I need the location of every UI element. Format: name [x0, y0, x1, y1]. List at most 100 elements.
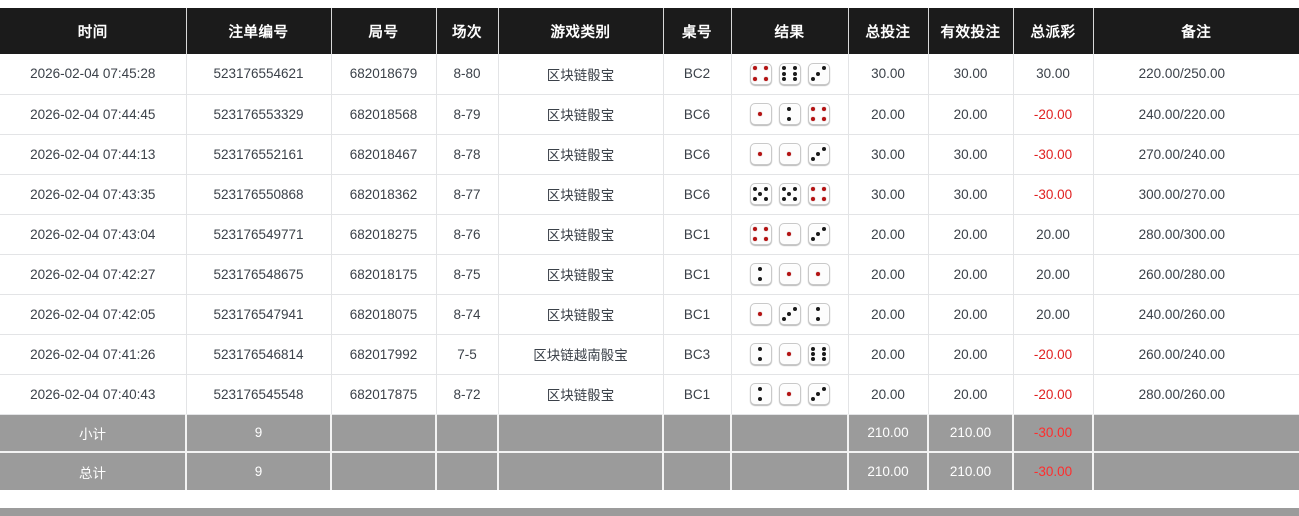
- dice-group: [740, 183, 840, 205]
- cell-total-stake[interactable]: 20.00: [848, 374, 929, 415]
- table-row[interactable]: 2026-02-04 07:40:43 523176545548 682017875…: [0, 374, 1299, 415]
- cell-total-stake[interactable]: 20.00: [848, 94, 929, 135]
- cell-session: 8-74: [436, 294, 499, 335]
- table-row[interactable]: 2026-02-04 07:45:28 523176554621 682018679…: [0, 54, 1299, 95]
- column-header-tableno[interactable]: 桌号: [663, 8, 732, 54]
- die-pip: [758, 266, 763, 271]
- die-pip: [811, 106, 816, 111]
- die-pip: [816, 231, 821, 236]
- die-pip: [758, 311, 763, 316]
- cell-roundno: 682018568: [331, 94, 437, 135]
- die-pip: [787, 231, 792, 236]
- cell-result-dice: [731, 134, 849, 175]
- table-row[interactable]: 2026-02-04 07:43:35 523176550868 682018362…: [0, 174, 1299, 215]
- cell-time: 2026-02-04 07:43:04: [0, 214, 187, 255]
- column-header-roundno[interactable]: 局号: [331, 8, 437, 54]
- die-face-6: [807, 343, 830, 365]
- die-face-3: [807, 223, 830, 245]
- summary-tail-fill: [0, 508, 1299, 516]
- cell-total-stake[interactable]: 20.00: [848, 254, 929, 295]
- die-pip: [811, 397, 816, 402]
- dice-group: [740, 62, 840, 85]
- table-row[interactable]: 2026-02-04 07:42:05 523176547941 682018075…: [0, 294, 1299, 335]
- die-pip: [821, 226, 826, 231]
- cell-total-stake[interactable]: 20.00: [848, 214, 929, 255]
- cell-roundno: 682018362: [331, 174, 437, 215]
- die-pip: [811, 237, 816, 242]
- cell-result-dice: [731, 54, 849, 95]
- cell-total-stake[interactable]: 30.00: [848, 174, 929, 215]
- cell-session: 8-72: [436, 374, 499, 415]
- cell-roundno: 682018175: [331, 254, 437, 295]
- cell-session: 8-76: [436, 214, 499, 255]
- cell-total-payout: -20.00: [1013, 94, 1094, 135]
- die-pip: [753, 237, 758, 242]
- cell-game: 区块链骰宝: [498, 94, 664, 135]
- table-row[interactable]: 2026-02-04 07:41:26 523176546814 682017992…: [0, 334, 1299, 375]
- cell-tableno: BC6: [663, 134, 732, 175]
- summary-row: 总计 9 210.00 210.00 -30.00: [0, 452, 1299, 490]
- cell-remark: 240.00/260.00: [1093, 294, 1299, 335]
- summary-roundno: [331, 452, 437, 490]
- die-pip: [811, 186, 816, 191]
- die-pip: [816, 391, 821, 396]
- cell-total-stake[interactable]: 30.00: [848, 54, 929, 95]
- cell-valid-stake: 20.00: [928, 94, 1014, 135]
- table-row[interactable]: 2026-02-04 07:44:45 523176553329 682018568…: [0, 94, 1299, 135]
- cell-tableno: BC1: [663, 254, 732, 295]
- table-row[interactable]: 2026-02-04 07:42:27 523176548675 682018175…: [0, 254, 1299, 295]
- table-row[interactable]: 2026-02-04 07:44:13 523176552161 682018467…: [0, 134, 1299, 175]
- cell-session: 7-5: [436, 334, 499, 375]
- column-header-stake[interactable]: 总投注: [848, 8, 929, 54]
- cell-valid-stake: 20.00: [928, 214, 1014, 255]
- die-face-1: [778, 383, 801, 405]
- die-pip: [753, 226, 758, 231]
- die-pip: [821, 346, 826, 351]
- column-header-remark[interactable]: 备注: [1093, 8, 1299, 54]
- die-face-1: [749, 103, 772, 125]
- cell-valid-stake: 20.00: [928, 334, 1014, 375]
- cell-session: 8-80: [436, 54, 499, 95]
- die-pip: [787, 351, 792, 356]
- summary-tableno: [663, 452, 732, 490]
- cell-betno: 523176552161: [186, 134, 332, 175]
- dice-group: [740, 143, 840, 165]
- cell-remark: 300.00/270.00: [1093, 174, 1299, 215]
- table-row[interactable]: 2026-02-04 07:43:04 523176549771 682018275…: [0, 214, 1299, 255]
- summary-game: [498, 414, 664, 453]
- summary-session: [436, 452, 499, 490]
- die-pip: [782, 197, 787, 202]
- die-pip: [782, 186, 787, 191]
- dice-group: [740, 303, 840, 325]
- cell-tableno: BC6: [663, 94, 732, 135]
- cell-total-stake[interactable]: 30.00: [848, 134, 929, 175]
- column-header-result[interactable]: 结果: [731, 8, 849, 54]
- die-pip: [758, 397, 763, 402]
- cell-total-stake[interactable]: 20.00: [848, 334, 929, 375]
- cell-total-payout: 30.00: [1013, 54, 1094, 95]
- die-pip: [792, 306, 797, 311]
- cell-game: 区块链骰宝: [498, 254, 664, 295]
- summary-total-payout: -30.00: [1013, 414, 1094, 453]
- column-header-game[interactable]: 游戏类别: [498, 8, 664, 54]
- summary-valid-stake: 210.00: [928, 414, 1014, 453]
- die-pip: [753, 77, 758, 82]
- column-header-valid[interactable]: 有效投注: [928, 8, 1014, 54]
- summary-label: 小计: [0, 414, 187, 453]
- die-face-2: [749, 343, 772, 365]
- cell-tableno: BC3: [663, 334, 732, 375]
- die-pip: [787, 391, 792, 396]
- die-pip: [792, 77, 797, 82]
- cell-remark: 280.00/260.00: [1093, 374, 1299, 415]
- column-header-betno[interactable]: 注单编号: [186, 8, 332, 54]
- column-header-session[interactable]: 场次: [436, 8, 499, 54]
- column-header-time[interactable]: 时间: [0, 8, 187, 54]
- cell-session: 8-77: [436, 174, 499, 215]
- die-pip: [821, 106, 826, 111]
- die-pip: [753, 197, 758, 202]
- die-face-1: [778, 263, 801, 285]
- summary-roundno: [331, 414, 437, 453]
- die-pip: [763, 186, 768, 191]
- column-header-payout[interactable]: 总派彩: [1013, 8, 1094, 54]
- cell-total-stake[interactable]: 20.00: [848, 294, 929, 335]
